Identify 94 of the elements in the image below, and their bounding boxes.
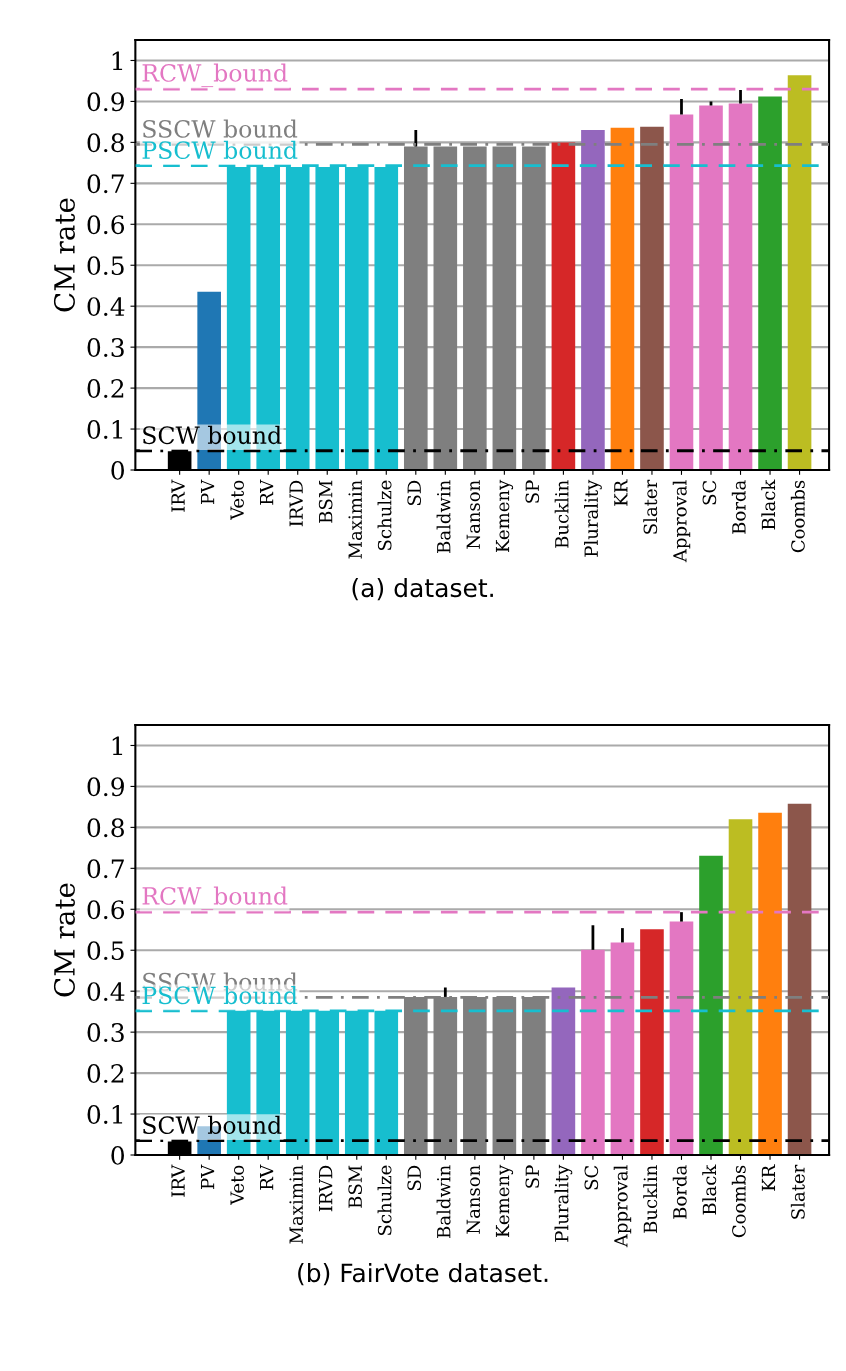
y-tick-label: 0 [111,460,124,480]
y-tick-label: 0.1 [87,1104,123,1124]
bar [787,75,812,470]
x-tick-label: SC [702,480,717,505]
bar [728,103,753,470]
x-tick-label: Schulze [377,1165,392,1235]
x-tick-label: Nanson [466,1165,481,1234]
y-tick-label: 0.9 [87,777,124,797]
text: (b) FairVote dataset. [298,1262,548,1286]
x-tick-label: Coombs [731,1165,746,1238]
x-tick-label: Slater [643,479,658,534]
y-tick-label: 0.9 [87,92,124,112]
bar [699,855,723,1155]
x-tick-label: Plurality [584,479,602,557]
bar [581,130,605,470]
x-tick-label: IRV [171,479,185,512]
y-tick-label: 0.7 [87,859,124,879]
x-tick-label: Black [761,479,776,530]
y-tick-label: 0.5 [87,941,124,961]
x-tick-label: Slater [790,1164,805,1219]
x-tick-label: BSM [348,1165,362,1208]
x-tick-label: PV [200,1164,215,1189]
y-axis-title: CM rate [53,883,75,997]
ref-line-label: SSCW bound [143,119,298,138]
y-tick-label: 0.8 [87,818,124,838]
bar [758,96,782,470]
bar [551,142,576,470]
x-tick-label: Black [702,1164,717,1215]
x-tick-label: SD [407,480,422,506]
x-tick-label: Plurality [554,1164,573,1242]
x-tick-label: SP [525,1165,540,1188]
x-tick-label: SP [525,480,540,503]
x-tick-label: Baldwin [436,1165,451,1238]
bar [699,105,723,470]
y-tick-label: 0.8 [87,133,124,153]
y-tick-label: 0.3 [87,338,124,357]
y-tick-label: 0.3 [87,1023,124,1042]
x-tick-label: Veto [230,1165,244,1206]
bar [787,803,812,1155]
x-tick-label: Maximin [289,1165,303,1244]
y-tick-label: 0 [111,1145,124,1165]
bar [669,921,694,1155]
ref-line-label: SCW bound [143,425,282,445]
y-tick-label: 1 [112,51,123,70]
x-tick-label: Schulze [377,480,392,550]
y-tick-label: 1 [112,736,123,755]
x-tick-label: Kemeny [495,1164,514,1238]
x-tick-label: RV [260,479,274,505]
x-tick-label: IRVD [319,1165,333,1212]
y-tick-label: 0.6 [87,900,125,920]
x-tick-label: IRV [171,1164,185,1197]
y-tick-label: 0.6 [87,215,125,235]
bar [640,929,664,1155]
y-tick-label: 0.2 [87,1064,124,1083]
text: (a) dataset. [352,577,493,601]
x-tick-label: Kemeny [495,479,514,553]
y-tick-label: 0.7 [87,174,124,194]
bar [610,942,635,1155]
x-tick-label: Veto [230,480,244,521]
ref-line-label: RCW_bound [142,886,288,911]
y-axis-title: CM rate [53,198,75,312]
bar [758,812,782,1155]
bar [640,126,664,470]
x-tick-label: Coombs [790,480,805,553]
y-tick-label: 0.5 [87,256,124,276]
x-tick-label: Approval [613,1165,632,1248]
bar [581,949,605,1155]
x-tick-label: SC [584,1165,599,1190]
x-tick-label: SD [407,1165,422,1191]
bar [728,819,753,1155]
x-tick-label: Nanson [466,480,481,549]
x-tick-label: KR [761,1164,776,1191]
y-tick-label: 0.4 [87,982,125,1002]
x-tick-label: IRVD [289,480,303,527]
x-tick-label: Borda [672,1165,687,1219]
bar [551,987,576,1155]
ref-line-label: PSCW bound [142,140,298,160]
x-tick-label: Bucklin [554,480,569,548]
x-tick-label: RV [260,1164,274,1190]
bar [610,127,635,470]
ref-line-label: SCW bound [143,1115,282,1135]
x-tick-label: Bucklin [643,1165,658,1233]
x-tick-label: PV [200,479,215,504]
y-tick-label: 0.2 [87,379,124,398]
x-tick-label: Approval [672,480,691,563]
x-tick-label: BSM [318,480,333,523]
y-tick-label: 0.4 [87,297,125,317]
y-tick-label: 0.1 [87,419,123,439]
x-tick-label: Borda [731,480,746,534]
x-tick-label: Baldwin [436,480,451,553]
bar [669,114,694,470]
x-tick-label: Maximin [348,480,362,559]
x-tick-label: KR [614,479,628,506]
ref-line-label: RCW_bound [142,63,288,88]
